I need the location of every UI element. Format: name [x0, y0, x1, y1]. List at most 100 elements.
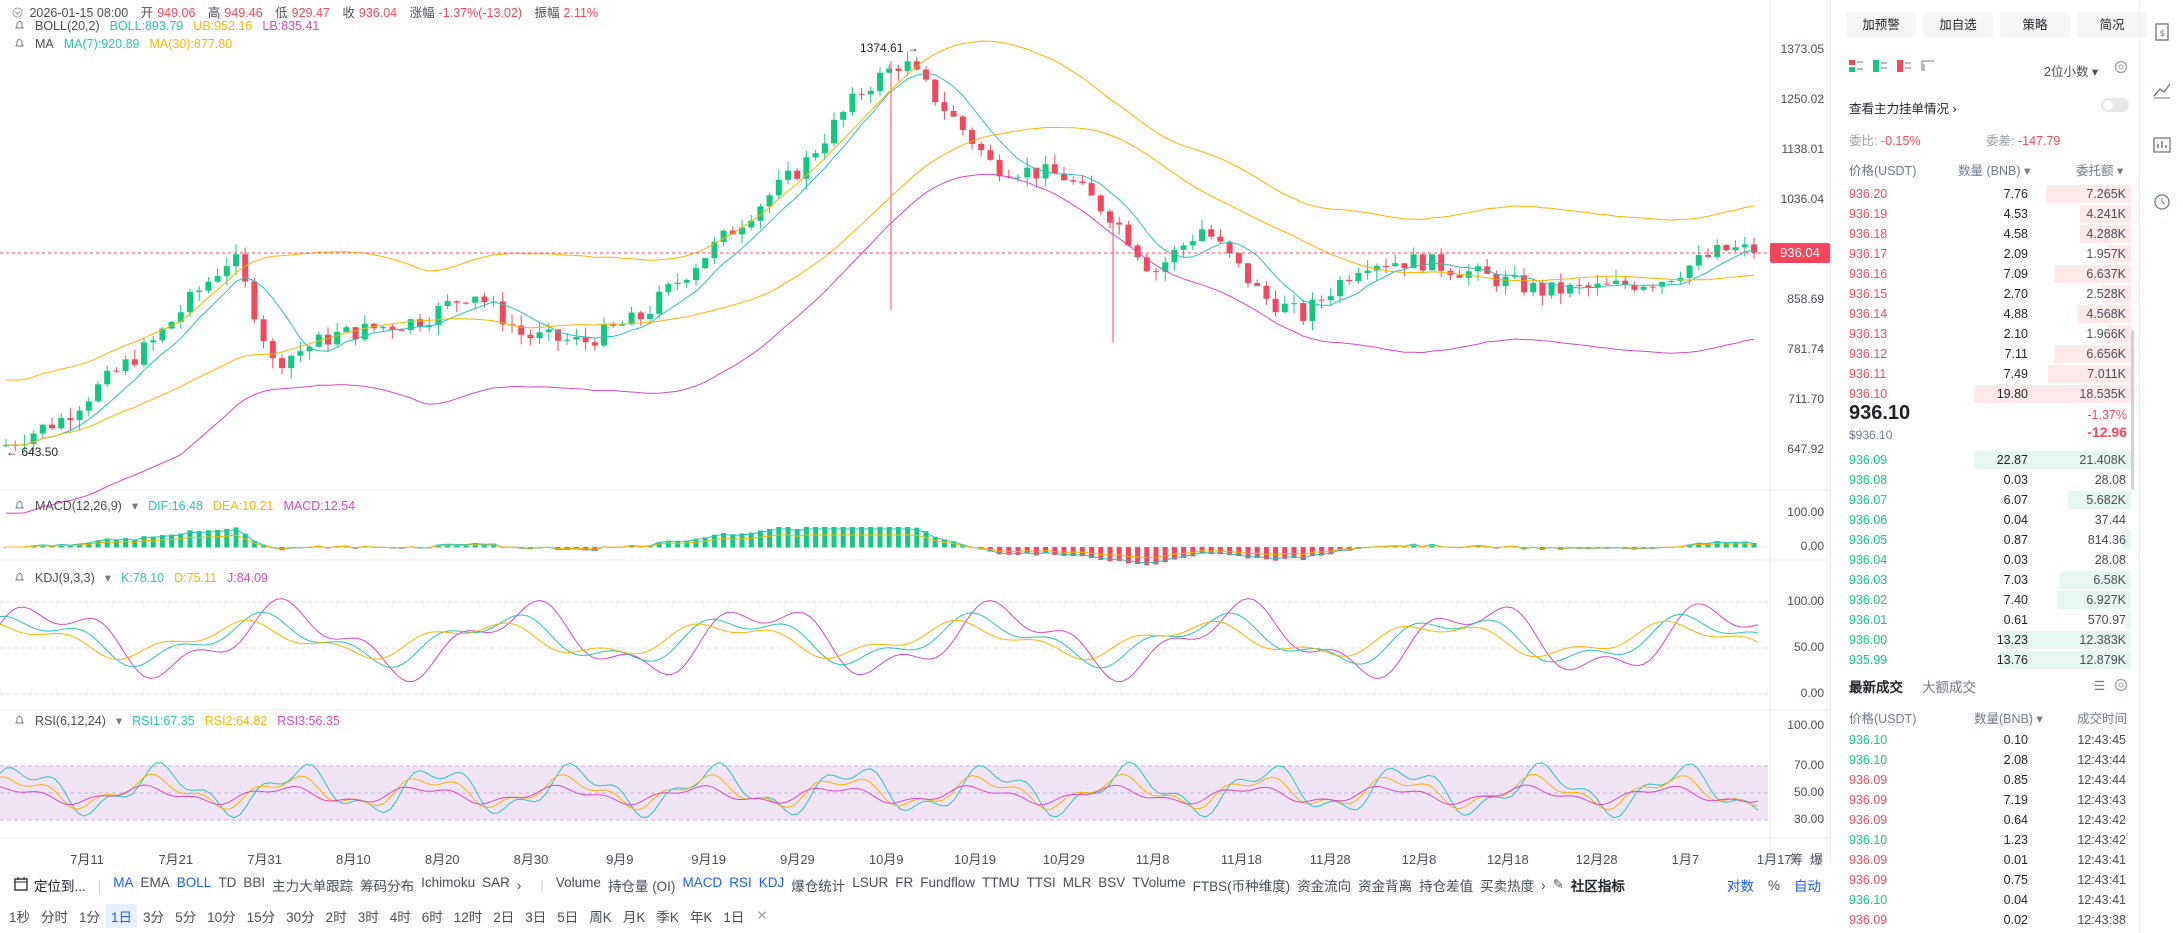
ma-legend[interactable]: MA MA(7):920.89 MA(30):877.80	[14, 37, 242, 51]
bell-icon[interactable]	[14, 572, 25, 583]
collapse-icon[interactable]	[12, 7, 23, 18]
auto-scale-toggle[interactable]: 自动	[1794, 879, 1821, 894]
log-scale-toggle[interactable]: 对数	[1726, 879, 1754, 894]
edit-icon[interactable]: ✎	[1552, 877, 1564, 892]
timeframe-9[interactable]: 2时	[325, 910, 347, 925]
main-orders-toggle[interactable]	[2101, 98, 2129, 112]
sub-indicator-7[interactable]: FR	[895, 875, 914, 890]
timeframe-15[interactable]: 3日	[525, 910, 547, 925]
main-indicator-2[interactable]: BOLL	[176, 875, 212, 890]
main-indicator-3[interactable]: TD	[218, 875, 237, 890]
bid-row[interactable]: 936.02 7.40 6.927K	[1846, 590, 2131, 610]
sub-indicator-13[interactable]: TVolume	[1132, 875, 1186, 890]
chevron-down-icon[interactable]: ▾	[131, 499, 139, 513]
sub-indicator-6[interactable]: LSUR	[852, 875, 889, 890]
chevron-right-icon[interactable]: ›	[516, 877, 522, 893]
sub-indicator-8[interactable]: Fundflow	[920, 875, 976, 890]
main-indicator-6[interactable]: 筹码分布	[360, 879, 415, 894]
book-asks-icon[interactable]	[1897, 60, 1911, 75]
timeframe-14[interactable]: 2日	[493, 910, 515, 925]
tab-large-trades[interactable]: 大额成交	[1922, 680, 1976, 695]
bell-icon[interactable]	[14, 38, 25, 49]
precision-select[interactable]: 2位小数 ▾	[2044, 65, 2099, 79]
orderbook-scrollbar[interactable]	[2131, 330, 2134, 490]
bid-row[interactable]: 936.01 0.61 570.97	[1846, 610, 2131, 630]
timeframe-1[interactable]: 分时	[41, 910, 69, 925]
sub-indicator-1[interactable]: 持仓量 (OI)	[607, 879, 676, 894]
bell-icon[interactable]	[14, 715, 25, 726]
timeframe-4[interactable]: 3分	[143, 910, 165, 925]
timeframe-7[interactable]: 15分	[246, 910, 276, 925]
main-orders-link[interactable]: 查看主力挂单情况 ›	[1849, 102, 1957, 116]
sub-indicator-4[interactable]: KDJ	[758, 875, 785, 890]
settings-icon[interactable]	[2114, 60, 2128, 77]
kline-chart[interactable]	[0, 0, 1831, 862]
kline-chart-area[interactable]: 2026-01-15 08:00 开 949.06 高 949.46 低 929.47…	[0, 0, 1831, 867]
ask-row[interactable]: 936.20 7.76 7.265K	[1846, 184, 2131, 204]
main-indicator-0[interactable]: MA	[113, 875, 134, 890]
trade-col-qty[interactable]: 数量(BNB) ▾	[1974, 712, 2043, 726]
timeframe-10[interactable]: 3时	[357, 910, 379, 925]
timeframe-18[interactable]: 月K	[622, 910, 646, 925]
overview-button[interactable]: 简况	[2077, 12, 2147, 38]
ask-row[interactable]: 936.15 2.70 2.528K	[1846, 284, 2131, 304]
bid-row[interactable]: 935.99 13.76 12.879K	[1846, 650, 2131, 670]
sub-indicator-17[interactable]: 持仓差值	[1419, 879, 1474, 894]
sub-indicator-16[interactable]: 资金背离	[1358, 879, 1413, 894]
sub-indicator-10[interactable]: TTSI	[1026, 875, 1056, 890]
rsi-legend[interactable]: RSI(6,12,24) ▾ RSI1:67.35 RSI2:64.82 RSI3:56…	[14, 713, 350, 728]
chip-icon[interactable]: 筹	[1790, 852, 1804, 867]
liquidation-icon[interactable]: 爆	[1810, 852, 1824, 867]
sub-indicator-2[interactable]: MACD	[682, 875, 723, 890]
chevron-down-icon[interactable]: ▾	[104, 571, 112, 585]
sub-indicator-14[interactable]: FTBS(币种维度)	[1192, 879, 1291, 894]
col-qty-header[interactable]: 数量 (BNB) ▾	[1958, 164, 2031, 178]
main-indicator-1[interactable]: EMA	[140, 875, 170, 890]
timeframe-13[interactable]: 12时	[453, 910, 483, 925]
timeframe-17[interactable]: 周K	[589, 910, 612, 925]
sub-indicator-11[interactable]: MLR	[1062, 875, 1092, 890]
list-icon[interactable]: ☰	[2094, 679, 2106, 693]
main-indicator-8[interactable]: SAR	[482, 875, 510, 890]
timeframe-8[interactable]: 30分	[286, 910, 315, 925]
strategy-button[interactable]: 策略	[2000, 12, 2070, 38]
percent-scale-toggle[interactable]: %	[1767, 877, 1780, 893]
timeframe-12[interactable]: 6时	[421, 910, 443, 925]
bid-row[interactable]: 936.03 7.03 6.58K	[1846, 570, 2131, 590]
sub-indicator-0[interactable]: Volume	[555, 875, 601, 890]
ask-row[interactable]: 936.16 7.09 6.637K	[1846, 264, 2131, 284]
bid-row[interactable]: 936.07 6.07 5.682K	[1846, 490, 2131, 510]
boll-legend[interactable]: BOLL(20,2) BOLL:893.79 UB:952.16 LB:835.41	[14, 19, 329, 33]
timeframe-5[interactable]: 5分	[175, 910, 197, 925]
history-icon[interactable]	[2152, 192, 2172, 212]
timeframe-0[interactable]: 1秒	[9, 910, 31, 925]
timeframe-2[interactable]: 1分	[79, 910, 101, 925]
document-icon[interactable]: $	[2152, 22, 2172, 42]
chevron-right-icon[interactable]: ›	[1541, 877, 1546, 893]
bid-row[interactable]: 936.09 22.87 21.408K	[1846, 450, 2131, 470]
add-alert-button[interactable]: 加预警	[1846, 12, 1916, 38]
bid-row[interactable]: 936.08 0.03 28.08	[1846, 470, 2131, 490]
main-indicator-4[interactable]: BBI	[243, 875, 266, 890]
timeframe-19[interactable]: 季K	[656, 910, 679, 925]
add-favorite-button[interactable]: 加自选	[1923, 12, 1993, 38]
timeframe-6[interactable]: 10分	[207, 910, 236, 925]
locate-button[interactable]: 定位到...	[34, 879, 86, 894]
ask-row[interactable]: 936.19 4.53 4.241K	[1846, 204, 2131, 224]
bid-row[interactable]: 936.05 0.87 814.36	[1846, 530, 2131, 550]
bar-chart-icon[interactable]	[2152, 135, 2172, 155]
bell-icon[interactable]	[14, 20, 25, 31]
book-both-icon[interactable]	[1849, 60, 1863, 75]
ask-row[interactable]: 936.17 2.09 1.957K	[1846, 244, 2131, 264]
community-indicators-button[interactable]: 社区指标	[1570, 879, 1625, 894]
settings-icon[interactable]	[2114, 678, 2128, 695]
bid-row[interactable]: 936.04 0.03 28.08	[1846, 550, 2131, 570]
tab-latest-trades[interactable]: 最新成交	[1849, 680, 1903, 695]
sub-indicator-9[interactable]: TTMU	[982, 875, 1020, 890]
close-icon[interactable]: ✕	[756, 908, 768, 923]
sub-indicator-15[interactable]: 资金流向	[1297, 879, 1352, 894]
sub-indicator-12[interactable]: BSV	[1098, 875, 1126, 890]
main-indicator-5[interactable]: 主力大单跟踪	[272, 879, 354, 894]
ask-row[interactable]: 936.13 2.10 1.966K	[1846, 324, 2131, 344]
timeframe-11[interactable]: 4时	[389, 910, 411, 925]
